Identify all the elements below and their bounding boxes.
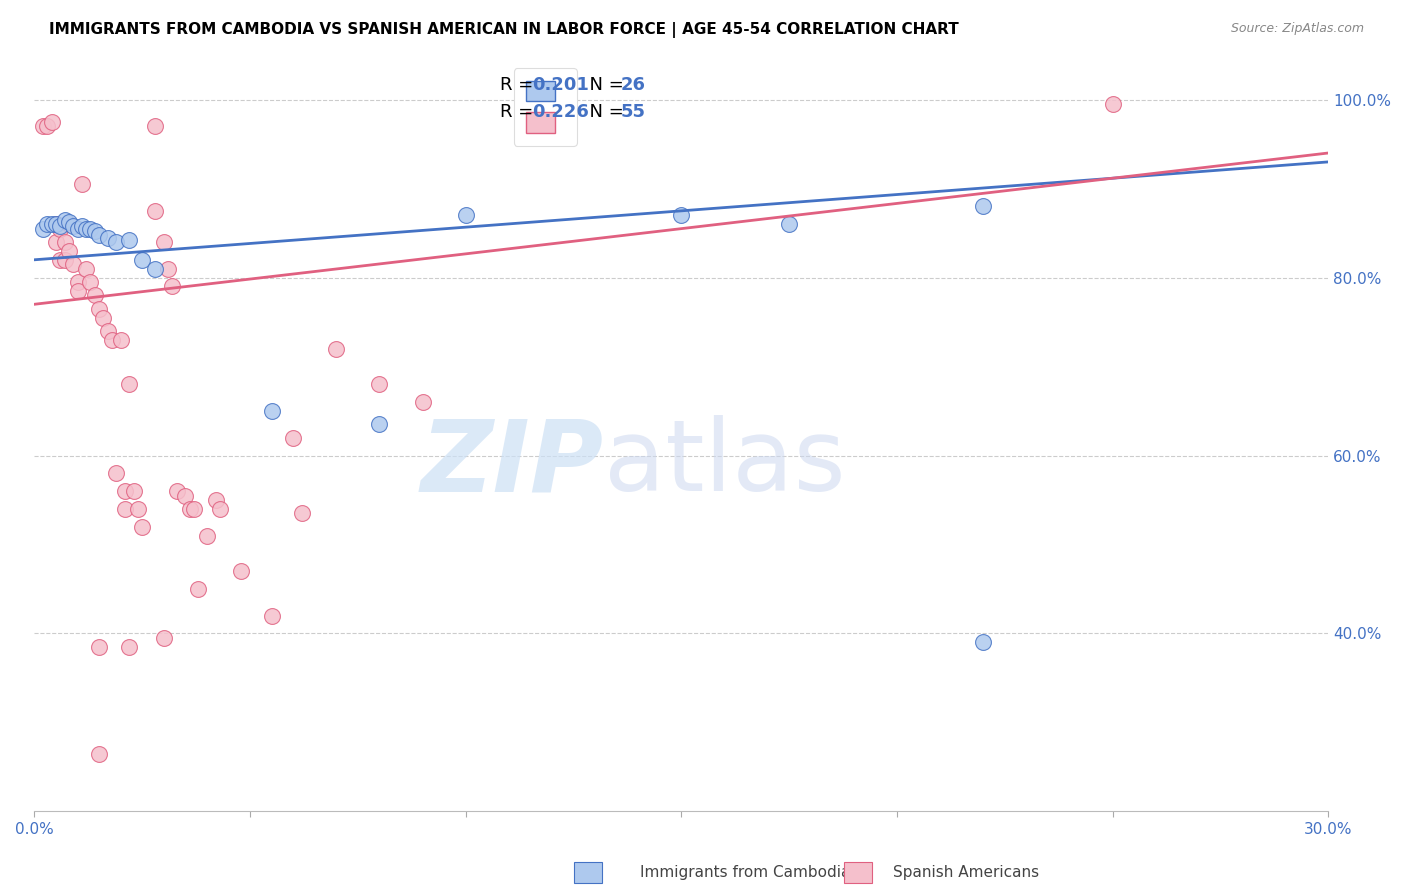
- Text: 55: 55: [620, 103, 645, 120]
- Point: [58, 217, 80, 231]
- Text: Source: ZipAtlas.com: Source: ZipAtlas.com: [1230, 22, 1364, 36]
- Point: [114, 502, 136, 516]
- Legend: , : ,: [513, 68, 576, 145]
- Point: [325, 342, 347, 356]
- Point: [281, 431, 304, 445]
- Point: [174, 489, 197, 503]
- Point: [45, 217, 67, 231]
- Point: [118, 377, 141, 392]
- Point: [87, 747, 110, 761]
- Point: [66, 275, 89, 289]
- Point: [152, 235, 174, 249]
- Text: ZIP: ZIP: [420, 415, 603, 512]
- Point: [70, 177, 93, 191]
- Text: IMMIGRANTS FROM CAMBODIA VS SPANISH AMERICAN IN LABOR FORCE | AGE 45-54 CORRELAT: IMMIGRANTS FROM CAMBODIA VS SPANISH AMER…: [49, 22, 959, 38]
- Point: [143, 261, 166, 276]
- Point: [53, 235, 76, 249]
- Point: [260, 404, 283, 418]
- Text: 0.226: 0.226: [533, 103, 589, 120]
- Point: [231, 564, 253, 578]
- Point: [79, 275, 101, 289]
- Point: [83, 224, 105, 238]
- Text: 26: 26: [620, 76, 645, 94]
- Point: [62, 219, 84, 233]
- Point: [143, 203, 166, 218]
- Point: [208, 502, 231, 516]
- Point: [53, 252, 76, 267]
- Point: [66, 221, 89, 235]
- Point: [195, 528, 218, 542]
- Point: [49, 221, 72, 235]
- Point: [79, 221, 101, 235]
- Point: [110, 333, 132, 347]
- Point: [122, 484, 145, 499]
- Point: [58, 215, 80, 229]
- Point: [972, 199, 994, 213]
- Text: Immigrants from Cambodia: Immigrants from Cambodia: [640, 865, 851, 880]
- Point: [291, 507, 314, 521]
- Text: N =: N =: [578, 103, 630, 120]
- Point: [778, 217, 800, 231]
- Point: [368, 377, 391, 392]
- Point: [87, 301, 110, 316]
- Point: [49, 252, 72, 267]
- Point: [131, 519, 153, 533]
- Point: [66, 284, 89, 298]
- Point: [972, 635, 994, 649]
- Point: [75, 221, 97, 235]
- Point: [162, 279, 184, 293]
- Point: [118, 640, 141, 654]
- Point: [105, 235, 128, 249]
- Point: [37, 217, 59, 231]
- Point: [118, 233, 141, 247]
- Point: [166, 484, 188, 499]
- Point: [454, 208, 477, 222]
- Text: R =: R =: [501, 103, 538, 120]
- Point: [58, 244, 80, 258]
- Point: [368, 417, 391, 432]
- Point: [183, 502, 205, 516]
- Point: [152, 631, 174, 645]
- Point: [32, 221, 55, 235]
- Point: [260, 608, 283, 623]
- Point: [83, 288, 105, 302]
- Point: [41, 115, 63, 129]
- Text: Spanish Americans: Spanish Americans: [893, 865, 1039, 880]
- Point: [179, 502, 201, 516]
- Point: [204, 493, 226, 508]
- Point: [157, 261, 180, 276]
- Point: [87, 227, 110, 242]
- Point: [114, 484, 136, 499]
- Point: [93, 310, 115, 325]
- Point: [75, 261, 97, 276]
- Point: [97, 324, 120, 338]
- Point: [62, 257, 84, 271]
- Text: R =: R =: [501, 76, 538, 94]
- Point: [37, 120, 59, 134]
- Point: [105, 467, 128, 481]
- Point: [32, 120, 55, 134]
- Text: 0.201: 0.201: [533, 76, 589, 94]
- Point: [143, 120, 166, 134]
- Point: [187, 582, 209, 596]
- Point: [412, 395, 434, 409]
- Point: [97, 230, 120, 244]
- Point: [70, 219, 93, 233]
- Point: [101, 333, 124, 347]
- Point: [45, 235, 67, 249]
- Text: N =: N =: [578, 76, 630, 94]
- Text: atlas: atlas: [603, 415, 845, 512]
- Point: [41, 217, 63, 231]
- Point: [45, 217, 67, 231]
- Point: [127, 502, 149, 516]
- Point: [53, 212, 76, 227]
- Point: [87, 640, 110, 654]
- Point: [671, 208, 693, 222]
- Point: [131, 252, 153, 267]
- Point: [49, 219, 72, 233]
- Point: [1101, 97, 1123, 112]
